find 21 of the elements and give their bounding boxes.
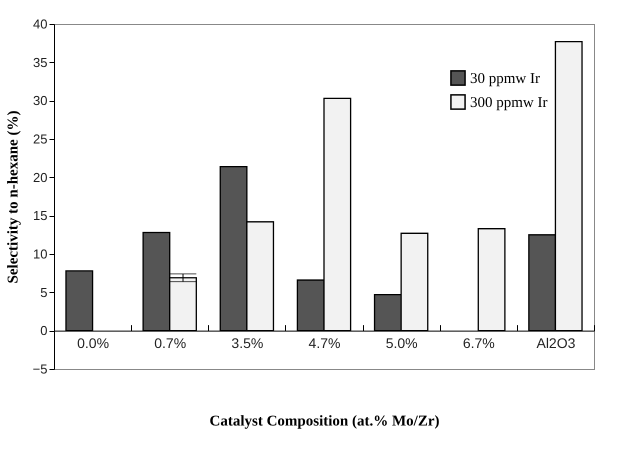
x-tick-label: 0.0% [77,335,110,352]
x-tick-label: 4.7% [308,335,340,352]
y-tick-label: 35 [33,54,48,70]
y-tick-label: 0 [40,323,48,338]
x-axis-title: Catalyst Composition (at.% Mo/Zr) [210,414,440,430]
y-tick-label: 25 [33,132,48,146]
y-tick-label: 20 [33,170,48,185]
x-tick-label: 6.7% [462,335,495,352]
y-tick-label: −5 [32,362,48,376]
y-tick-label: 40 [33,16,48,32]
y-tick-label: 15 [33,208,48,224]
y-tick-label: 10 [33,246,48,262]
y-tick-label: 30 [33,93,48,108]
legend-label: 300 ppmw Ir [470,95,548,111]
x-tick-label: Al2O3 [536,335,576,352]
x-tick-label: 3.5% [231,335,264,352]
legend-label: 30 ppmw Ir [470,71,540,87]
y-axis-title: Selectivity to n-hexane (%) [6,110,22,284]
x-tick-label: 5.0% [386,335,418,352]
y-tick-label: 5 [40,284,48,300]
x-tick-label: 0.7% [154,335,186,352]
